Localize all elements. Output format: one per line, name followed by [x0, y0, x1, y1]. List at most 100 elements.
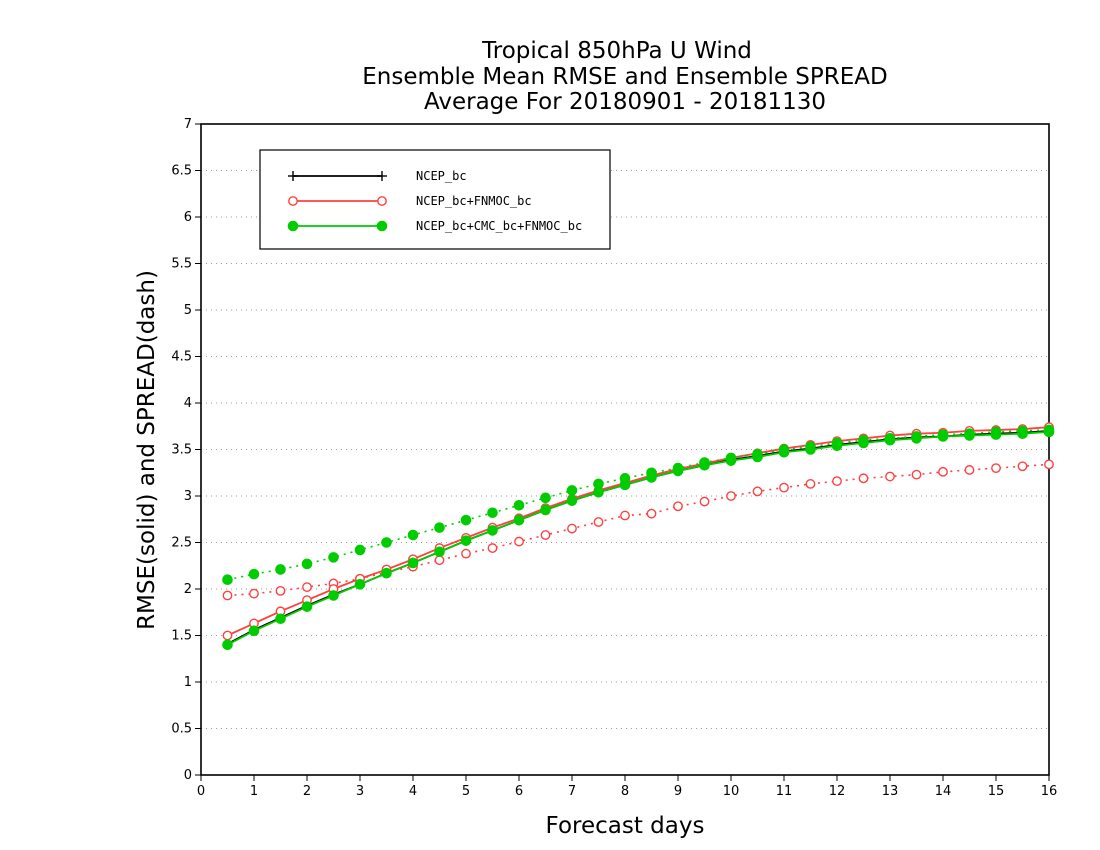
rmse-point — [672, 465, 684, 477]
spread-point — [832, 476, 842, 487]
spread-point — [991, 463, 1001, 473]
y-tick-label: 1.5 — [171, 629, 192, 644]
legend-marker-start — [288, 196, 298, 206]
spread-point — [434, 555, 445, 566]
spread-point — [222, 574, 233, 586]
rmse-point — [328, 590, 339, 601]
series-layer — [222, 422, 1055, 651]
spread-point — [620, 510, 630, 521]
legend-box — [259, 149, 611, 250]
rmse-point — [434, 546, 445, 558]
rmse-point — [248, 625, 260, 637]
spread-point — [248, 568, 260, 580]
x-tick-label: 8 — [621, 784, 629, 799]
spread-point — [885, 471, 895, 482]
y-tick-label: 2 — [184, 582, 192, 597]
spread-point — [540, 530, 551, 540]
legend-label: NCEP_bc — [416, 169, 467, 183]
rmse-point — [540, 504, 551, 516]
y-tick-label: 4.5 — [171, 350, 192, 365]
spread-point — [911, 469, 922, 480]
rmse-point — [222, 639, 233, 651]
y-tick-label: 6.5 — [171, 164, 192, 179]
rmse-point — [513, 514, 525, 526]
spread-point — [513, 500, 525, 511]
legend-marker-end — [377, 196, 387, 206]
x-tick-label: 11 — [776, 784, 793, 799]
spread-point — [275, 585, 286, 596]
rmse-point — [354, 579, 366, 590]
spread-point — [964, 465, 975, 475]
y-tick-label: 5.5 — [171, 257, 192, 272]
spread-point — [805, 479, 816, 489]
x-tick-label: 16 — [1041, 784, 1058, 799]
y-tick-label: 2.5 — [171, 536, 192, 551]
x-tick-label: 10 — [723, 784, 740, 799]
spread-line — [227, 429, 1050, 581]
rmse-point — [1017, 428, 1028, 439]
spread-point — [249, 588, 259, 599]
spread-point — [646, 508, 657, 519]
series-1 — [222, 422, 1054, 641]
spread-point — [354, 544, 366, 556]
legend-marker-end — [377, 171, 387, 181]
spread-point — [487, 507, 498, 519]
spread-point — [381, 537, 392, 548]
rmse-point — [275, 613, 286, 625]
legend: NCEP_bc NCEP_bc+FNMOC_bc NCEP_bc+CMC_bc+FN… — [259, 149, 611, 250]
rmse-point — [460, 535, 472, 546]
rmse-point — [487, 525, 498, 536]
spread-line — [227, 463, 1050, 597]
y-tick-label: 3.5 — [171, 443, 192, 458]
spread-point — [779, 482, 789, 493]
x-tick-label: 9 — [674, 784, 682, 799]
x-tick-label: 14 — [935, 784, 952, 799]
rmse-point — [222, 630, 233, 641]
y-tick-label: 0 — [184, 768, 192, 783]
x-tick-label: 1 — [250, 784, 258, 799]
y-tick-label: 5 — [184, 303, 192, 318]
spread-point — [1017, 461, 1028, 472]
x-tick-label: 15 — [988, 784, 1005, 799]
spread-point — [434, 522, 445, 533]
spread-point — [407, 529, 419, 541]
rmse-point — [593, 486, 604, 498]
rmse-line — [227, 430, 1050, 645]
rmse-point — [778, 446, 790, 458]
spread-point — [487, 543, 498, 553]
spread-point — [938, 466, 948, 477]
x-tick-label: 3 — [356, 784, 364, 799]
spread-point — [301, 558, 313, 570]
x-tick-label: 0 — [197, 784, 205, 799]
y-tick-label: 3 — [184, 489, 192, 504]
legend-marker-end — [376, 220, 388, 232]
axes: 00.511.522.533.544.555.566.570 1 2 3 4 5 6 7 8 9 1… — [171, 117, 1057, 799]
rmse-point — [699, 460, 710, 471]
y-tick-label: 4 — [184, 396, 192, 411]
spread-point — [567, 523, 577, 534]
legend-label: NCEP_bc+FNMOC_bc — [416, 194, 532, 208]
rmse-point — [884, 434, 896, 446]
rmse-point — [805, 444, 816, 455]
chart-title-line-2: Ensemble Mean RMSE and Ensemble SPREAD — [362, 64, 887, 90]
spread-point — [726, 491, 736, 501]
spread-point — [461, 548, 471, 559]
chart-title-line-1: Tropical 850hPa U Wind — [481, 38, 752, 64]
y-tick-label: 7 — [184, 117, 192, 132]
plot-frame — [200, 123, 1050, 776]
rmse-point — [990, 429, 1002, 440]
spread-point — [699, 496, 710, 507]
rmse-point — [566, 495, 578, 506]
spread-point — [302, 582, 312, 593]
spread-point — [222, 590, 233, 601]
rmse-line — [227, 430, 1050, 646]
spread-point — [275, 564, 286, 575]
y-tick-label: 0.5 — [171, 722, 192, 737]
rmse-point — [1043, 426, 1055, 438]
rmse-point — [381, 567, 392, 579]
spread-point — [673, 501, 683, 512]
x-tick-label: 12 — [829, 784, 846, 799]
spread-point — [752, 486, 763, 497]
x-tick-label: 13 — [882, 784, 899, 799]
